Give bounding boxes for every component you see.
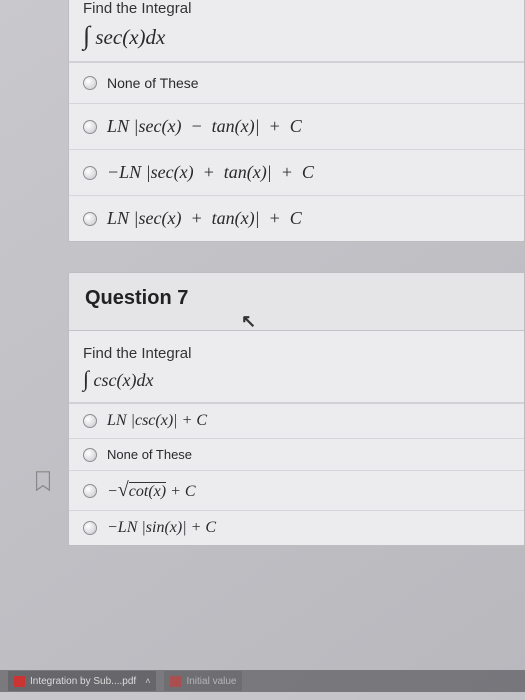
pdf-icon — [14, 676, 25, 687]
q7-opt1-label: None of These — [107, 447, 192, 462]
question-6-card: Find the Integral ∫ sec(x)dx None of The… — [68, 0, 525, 242]
q7-option-2[interactable]: −√cot(x) + C — [69, 470, 524, 510]
q6-opt1-label: LN |sec(x) − tan(x)| + C — [107, 116, 302, 137]
q7-option-3[interactable]: −LN |sin(x)| + C — [69, 510, 524, 545]
radio-icon — [83, 76, 97, 90]
q7-opt2-label: −√cot(x) + C — [107, 479, 196, 502]
radio-icon — [83, 448, 97, 462]
taskbar-item-1[interactable]: Integration by Sub....pdf ˄ — [8, 671, 156, 691]
q6-opt2-label: −LN |sec(x) + tan(x)| + C — [107, 162, 314, 183]
q7-option-0[interactable]: LN |csc(x)| + C — [69, 404, 524, 438]
question-7-card: Question 7 ↖ Find the Integral ∫ csc(x)d… — [68, 272, 525, 546]
q7-opt0-label: LN |csc(x)| + C — [107, 412, 207, 430]
radio-icon — [83, 484, 97, 498]
q7-title: Question 7 — [85, 287, 188, 309]
chevron-up-icon: ˄ — [145, 676, 150, 686]
q7-prompt: Find the Integral — [69, 337, 524, 362]
q6-options: None of These LN |sec(x) − tan(x)| + C −… — [69, 63, 524, 241]
q7-header: Question 7 ↖ — [69, 273, 524, 331]
radio-icon — [83, 414, 97, 428]
q6-option-2[interactable]: −LN |sec(x) + tan(x)| + C — [69, 149, 524, 195]
q6-prompt: Find the Integral — [69, 0, 524, 17]
q7-options: LN |csc(x)| + C None of These −√cot(x) +… — [69, 404, 524, 545]
radio-icon — [83, 120, 97, 134]
q6-option-1[interactable]: LN |sec(x) − tan(x)| + C — [69, 103, 524, 149]
q6-opt3-label: LN |sec(x) + tan(x)| + C — [107, 208, 302, 229]
pdf-icon — [170, 676, 181, 687]
cursor-icon: ↖ — [241, 311, 256, 332]
q7-opt3-label: −LN |sin(x)| + C — [107, 519, 216, 537]
q6-option-0[interactable]: None of These — [69, 63, 524, 103]
taskbar: Integration by Sub....pdf ˄ Initial valu… — [0, 670, 525, 692]
q6-option-3[interactable]: LN |sec(x) + tan(x)| + C — [69, 195, 524, 241]
q7-formula: ∫ csc(x)dx — [69, 362, 524, 404]
q6-opt0-label: None of These — [107, 75, 199, 91]
radio-icon — [83, 212, 97, 226]
taskbar-item-2[interactable]: Initial value — [164, 671, 242, 691]
q7-option-1[interactable]: None of These — [69, 438, 524, 470]
taskbar-item1-label: Integration by Sub....pdf — [30, 676, 136, 687]
bookmark-flag-icon[interactable] — [33, 470, 53, 492]
taskbar-item2-label: Initial value — [186, 676, 236, 687]
radio-icon — [83, 166, 97, 180]
q6-formula: ∫ sec(x)dx — [69, 17, 524, 63]
radio-icon — [83, 521, 97, 535]
